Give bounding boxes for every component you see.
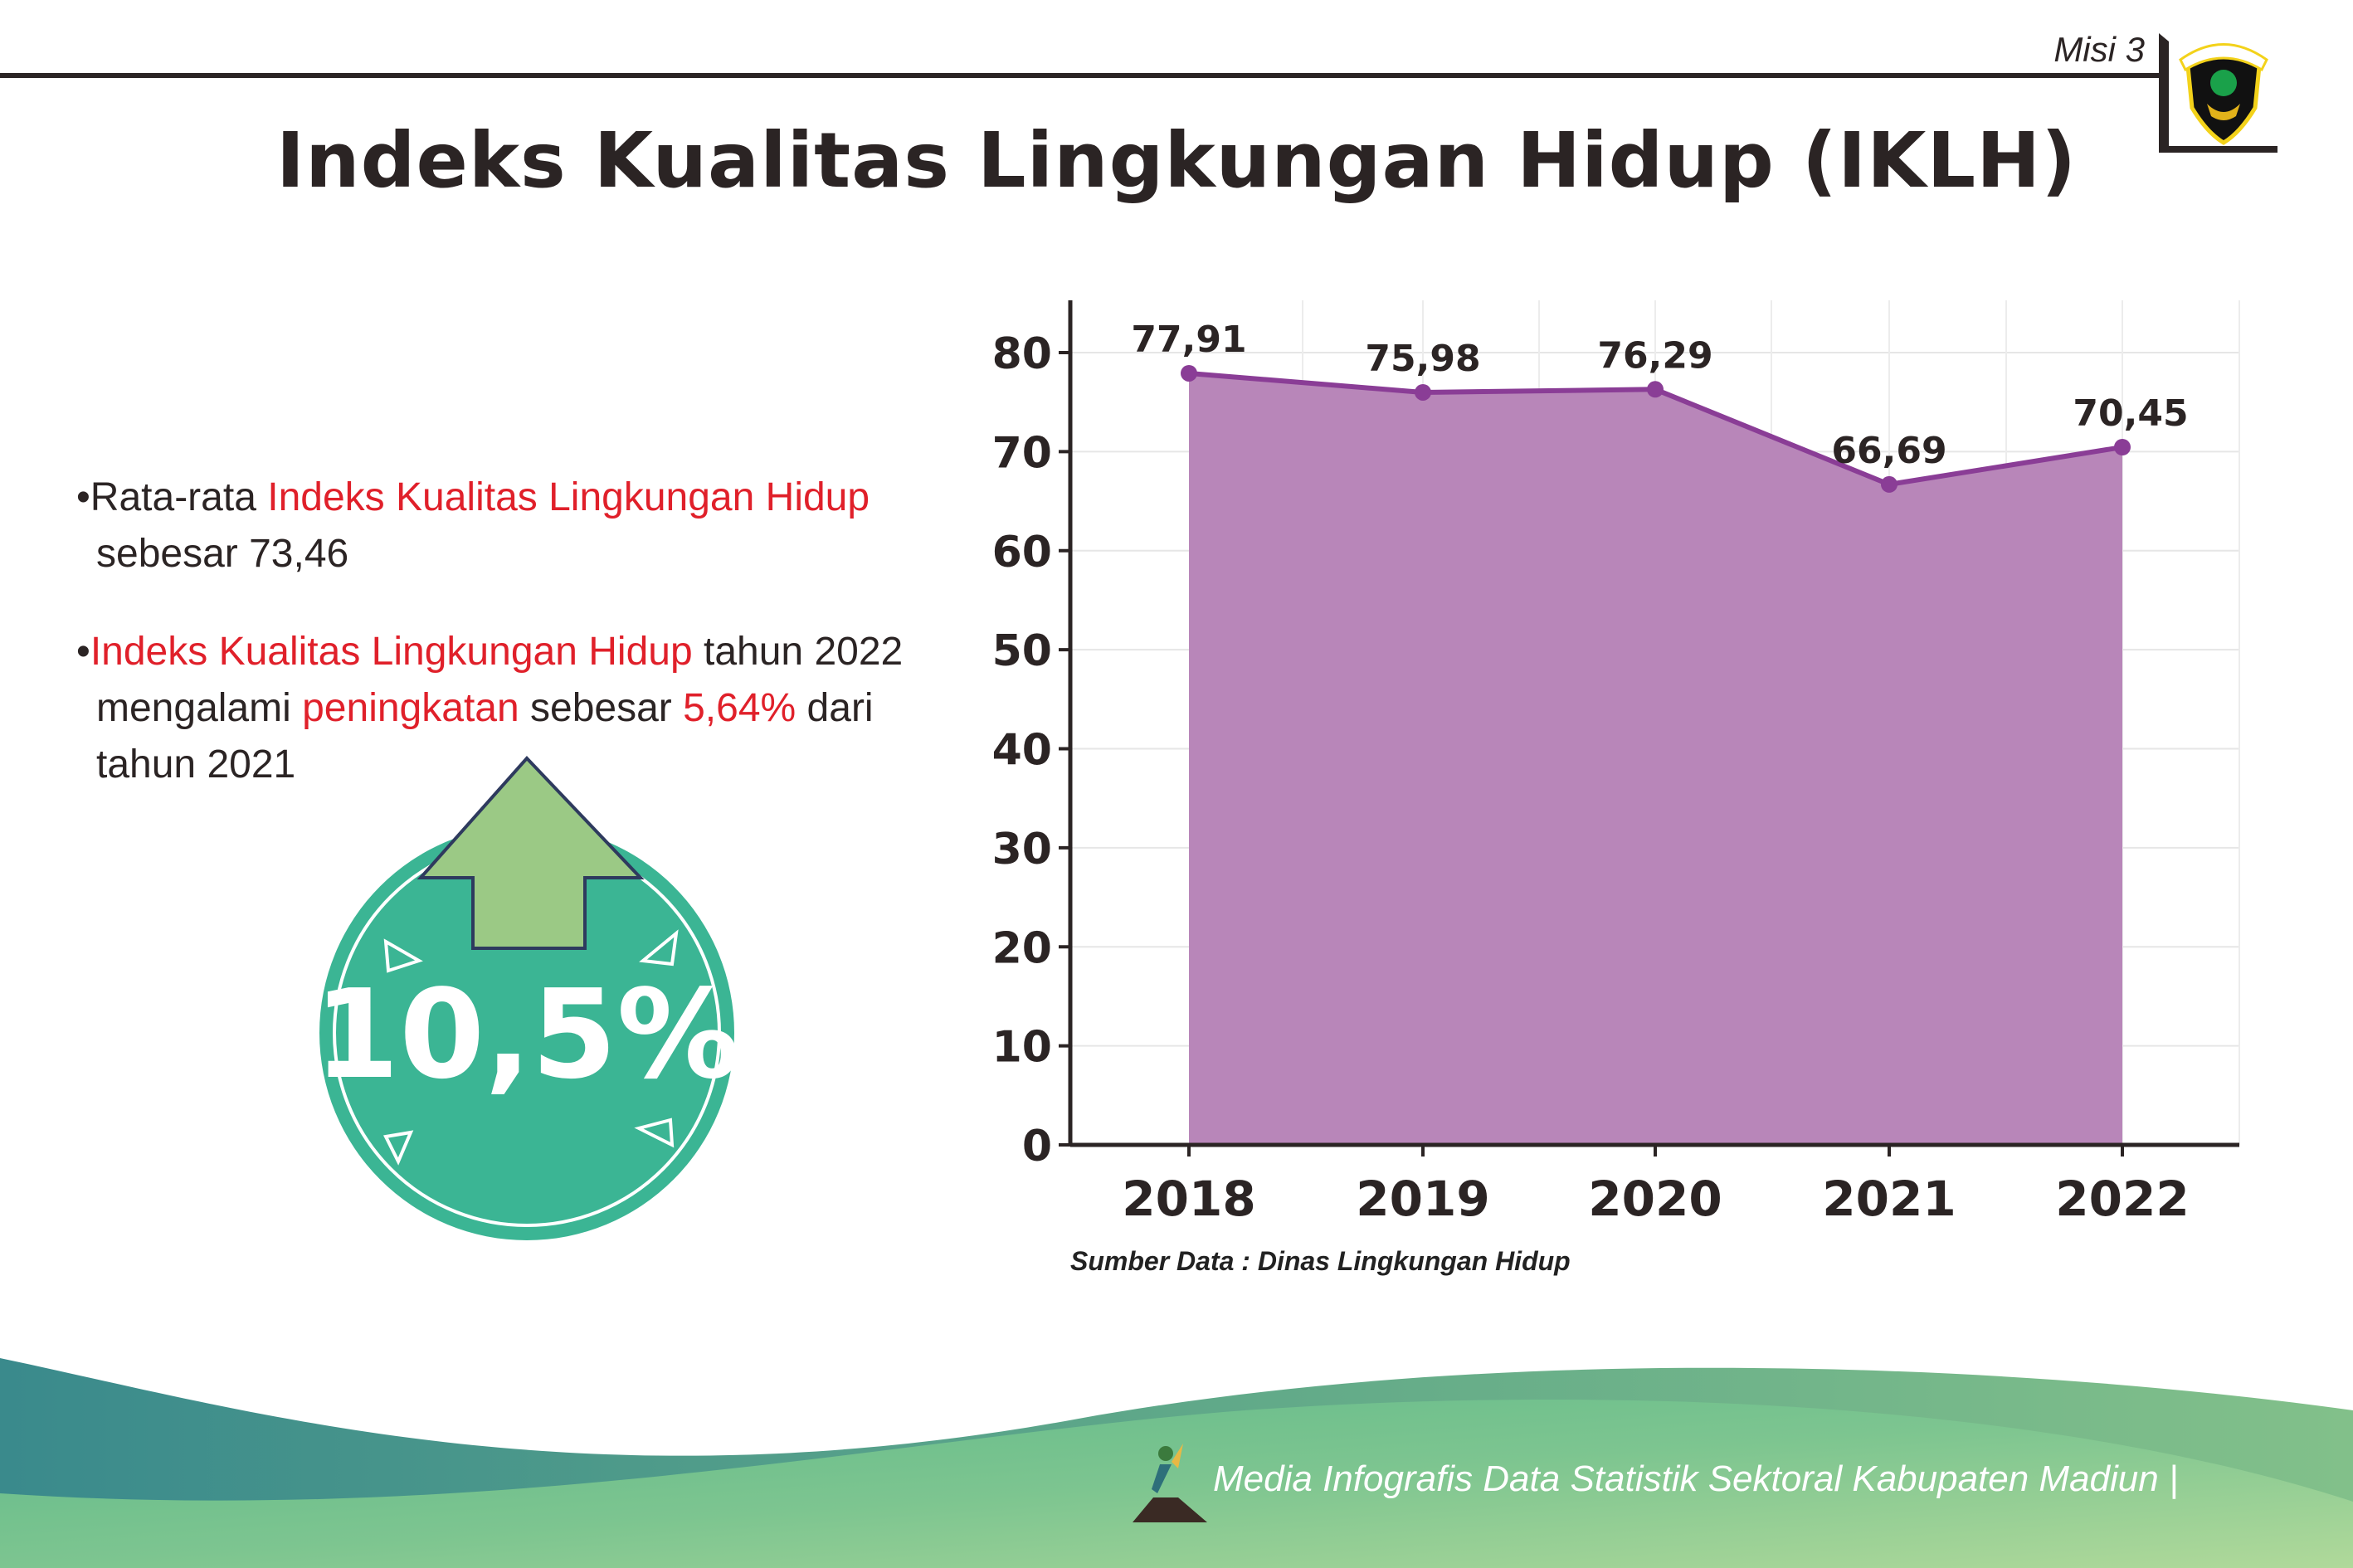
text: tahun 2022 — [692, 630, 904, 674]
footer-wave-front — [0, 1399, 2353, 1568]
text: • — [76, 630, 90, 674]
data-point — [1181, 364, 1197, 382]
data-label: 75,98 — [1365, 338, 1480, 380]
highlight: peningkatan — [302, 686, 519, 730]
data-label: 66,69 — [1831, 430, 1946, 472]
y-tick-label: 20 — [992, 923, 1052, 973]
y-tick-label: 30 — [992, 825, 1052, 874]
bullet-average-line2: sebesar 73,46 — [96, 532, 349, 576]
arrow-up-icon — [417, 756, 645, 950]
y-tick-label: 50 — [992, 626, 1052, 676]
area-fill — [1189, 373, 2122, 1146]
x-tick-label: 2021 — [1822, 1171, 1956, 1227]
x-tick-label: 2022 — [2055, 1171, 2189, 1227]
text: •Rata-rata — [76, 475, 268, 519]
y-tick-label: 40 — [992, 726, 1052, 776]
y-tick-label: 70 — [992, 428, 1052, 478]
data-point — [1647, 381, 1664, 398]
data-label: 76,29 — [1597, 334, 1712, 377]
page-title: Indeks Kualitas Lingkungan Hidup (IKLH) — [275, 116, 2078, 205]
footer-text: Media Infografis Data Statistik Sektoral… — [1213, 1458, 2179, 1499]
x-tick-label: 2020 — [1588, 1171, 1722, 1227]
growth-badge: 10,5% — [314, 756, 740, 1240]
mascot-icon — [1133, 1444, 1207, 1522]
badge-value: 10,5% — [314, 963, 739, 1106]
highlight: Indeks Kualitas Lingkungan Hidup — [90, 630, 693, 674]
highlight: Indeks Kualitas Lingkungan Hidup — [267, 475, 870, 519]
x-tick-label: 2018 — [1122, 1171, 1255, 1227]
y-tick-label: 0 — [1022, 1122, 1052, 1171]
bullet-increase-line2: mengalami peningkatan sebesar 5,64% dari — [96, 685, 874, 731]
text: sebesar — [519, 686, 684, 730]
data-label: 77,91 — [1131, 319, 1246, 361]
data-point — [1415, 383, 1431, 401]
y-tick-label: 60 — [992, 528, 1052, 577]
data-point — [2114, 439, 2131, 456]
badge-circle — [319, 825, 734, 1240]
kabupaten-madiun-logo — [2179, 43, 2268, 145]
x-tick-label: 2019 — [1356, 1171, 1489, 1227]
bullet-average: •Rata-rata Indeks Kualitas Lingkungan Hi… — [76, 475, 870, 520]
data-label: 70,45 — [2073, 392, 2188, 435]
data-point — [1881, 475, 1898, 493]
data-source: Sumber Data : Dinas Lingkungan Hidup — [1070, 1246, 1571, 1276]
text: mengalami — [96, 686, 303, 730]
text: dari — [796, 686, 874, 730]
y-tick-label: 10 — [992, 1023, 1052, 1073]
bullet-increase-line3: tahun 2021 — [96, 743, 296, 786]
header-rule — [0, 73, 2162, 78]
highlight: 5,64% — [683, 686, 797, 730]
sparkle-icons — [383, 929, 679, 1166]
bullet-increase: •Indeks Kualitas Lingkungan Hidup tahun … — [76, 629, 903, 674]
mission-label: Misi 3 — [2053, 30, 2145, 69]
y-tick-label: 80 — [992, 329, 1052, 379]
